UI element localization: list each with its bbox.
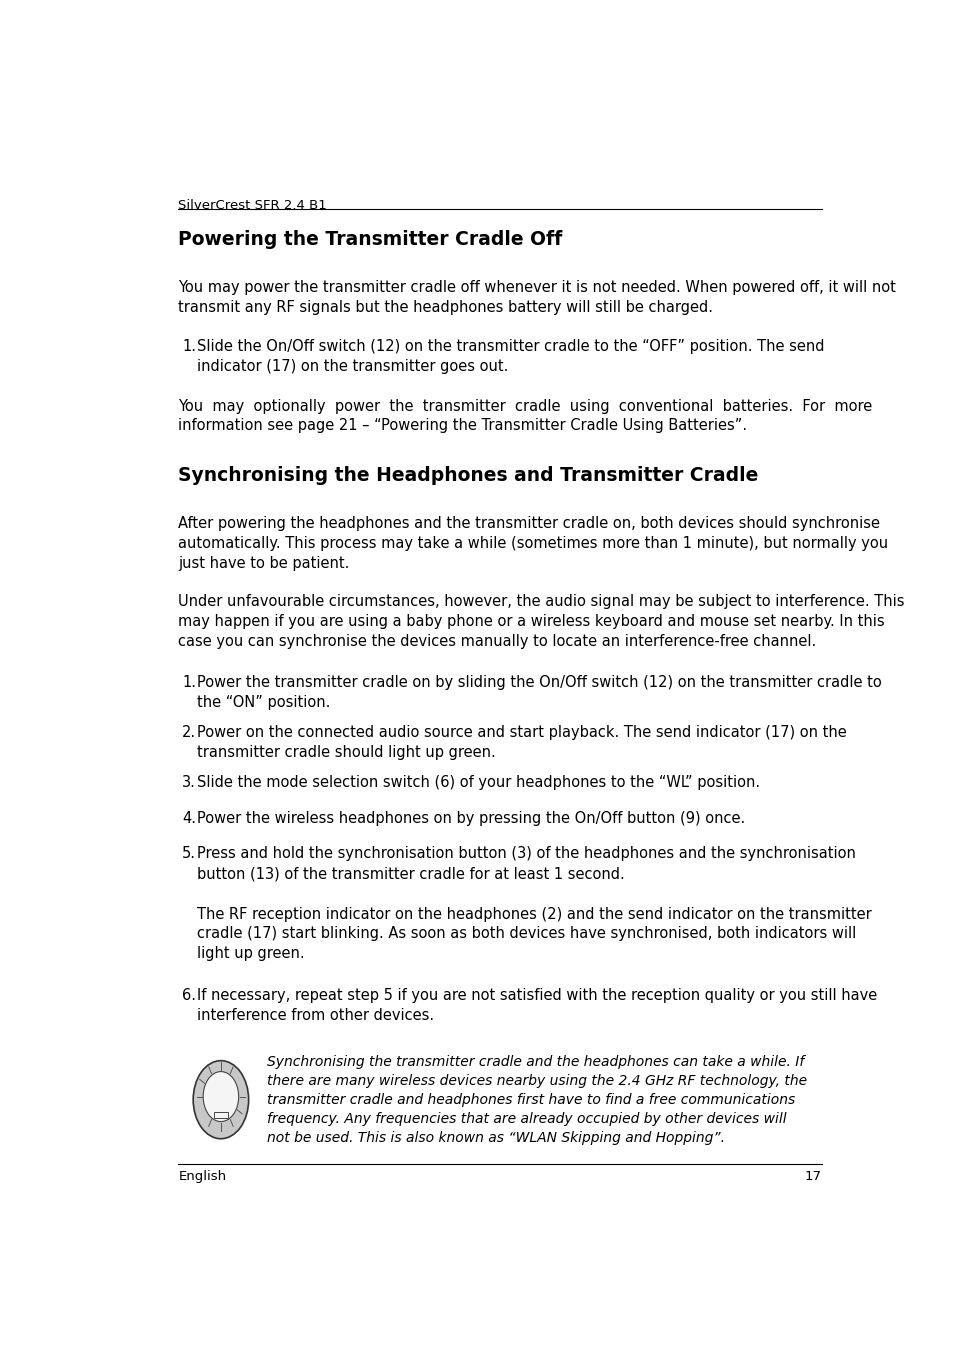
Text: Slide the On/Off switch (12) on the transmitter cradle to the “OFF” position. Th: Slide the On/Off switch (12) on the tran…	[196, 339, 823, 375]
Text: Press and hold the synchronisation button (3) of the headphones and the synchron: Press and hold the synchronisation butto…	[196, 846, 855, 882]
Text: SilverCrest SFR 2.4 B1: SilverCrest SFR 2.4 B1	[178, 199, 327, 212]
Text: You may power the transmitter cradle off whenever it is not needed. When powered: You may power the transmitter cradle off…	[178, 280, 895, 315]
Text: Power the transmitter cradle on by sliding the On/Off switch (12) on the transmi: Power the transmitter cradle on by slidi…	[196, 676, 881, 710]
Text: 2.: 2.	[182, 726, 196, 741]
Text: Slide the mode selection switch (6) of your headphones to the “WL” position.: Slide the mode selection switch (6) of y…	[196, 776, 760, 791]
Text: After powering the headphones and the transmitter cradle on, both devices should: After powering the headphones and the tr…	[178, 516, 887, 571]
Text: 1.: 1.	[182, 339, 196, 354]
Text: Power the wireless headphones on by pressing the On/Off button (9) once.: Power the wireless headphones on by pres…	[196, 811, 744, 826]
Text: 1.: 1.	[182, 676, 196, 691]
Text: 6.: 6.	[182, 988, 196, 1003]
Text: If necessary, repeat step 5 if you are not satisfied with the reception quality : If necessary, repeat step 5 if you are n…	[196, 988, 876, 1022]
Text: Synchronising the transmitter cradle and the headphones can take a while. If
the: Synchronising the transmitter cradle and…	[267, 1056, 806, 1145]
Text: English: English	[178, 1169, 226, 1183]
Text: 17: 17	[803, 1169, 821, 1183]
Text: The RF reception indicator on the headphones (2) and the send indicator on the t: The RF reception indicator on the headph…	[196, 907, 871, 961]
Text: Synchronising the Headphones and Transmitter Cradle: Synchronising the Headphones and Transmi…	[178, 466, 758, 485]
Text: Power on the connected audio source and start playback. The send indicator (17) : Power on the connected audio source and …	[196, 726, 845, 760]
FancyBboxPatch shape	[214, 1113, 228, 1118]
Text: Under unfavourable circumstances, however, the audio signal may be subject to in: Under unfavourable circumstances, howeve…	[178, 595, 904, 649]
Circle shape	[203, 1072, 238, 1122]
Text: 3.: 3.	[182, 776, 195, 791]
Text: Powering the Transmitter Cradle Off: Powering the Transmitter Cradle Off	[178, 230, 562, 249]
Circle shape	[193, 1061, 249, 1138]
Text: You  may  optionally  power  the  transmitter  cradle  using  conventional  batt: You may optionally power the transmitter…	[178, 399, 872, 434]
Text: 5.: 5.	[182, 846, 196, 861]
Text: 4.: 4.	[182, 811, 196, 826]
